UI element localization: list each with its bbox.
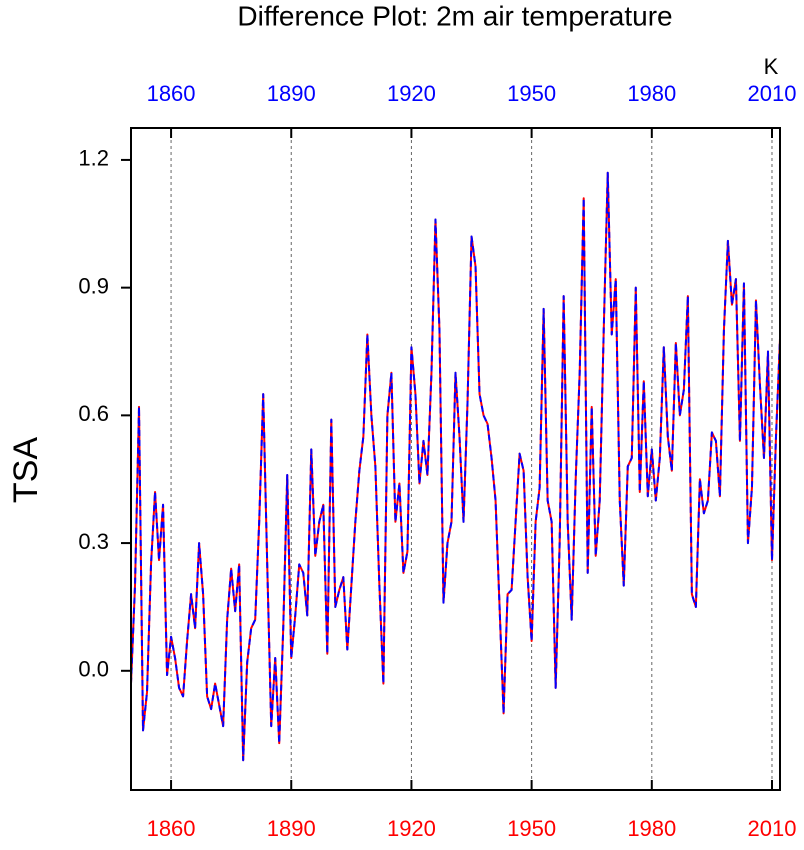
x-tick-label-bottom: 1890 (267, 816, 316, 841)
data-line (131, 171, 780, 762)
x-tick-label-top: 2010 (748, 81, 797, 106)
x-tick-label-top: 1860 (147, 81, 196, 106)
y-tick-label: 0.6 (78, 401, 109, 426)
y-tick-label: 0.3 (78, 529, 109, 554)
y-tick-label: 0.0 (78, 657, 109, 682)
x-tick-label-top: 1980 (627, 81, 676, 106)
x-tick-label-bottom: 1860 (147, 816, 196, 841)
y-tick-label: 1.2 (78, 146, 109, 171)
x-tick-label-bottom: 1980 (627, 816, 676, 841)
data-line (131, 171, 780, 762)
x-tick-label-top: 1890 (267, 81, 316, 106)
x-tick-label-bottom: 1920 (387, 816, 436, 841)
plot-frame (130, 127, 781, 791)
x-tick-label-top: 1950 (507, 81, 556, 106)
chart-title: Difference Plot: 2m air temperature (237, 0, 672, 31)
x-tick-label-bottom: 1950 (507, 816, 556, 841)
y-axis-label: TSA (7, 437, 45, 503)
x-tick-label-bottom: 2010 (748, 816, 797, 841)
units-label: K (764, 54, 779, 79)
y-tick-label: 0.9 (78, 273, 109, 298)
x-tick-label-top: 1920 (387, 81, 436, 106)
